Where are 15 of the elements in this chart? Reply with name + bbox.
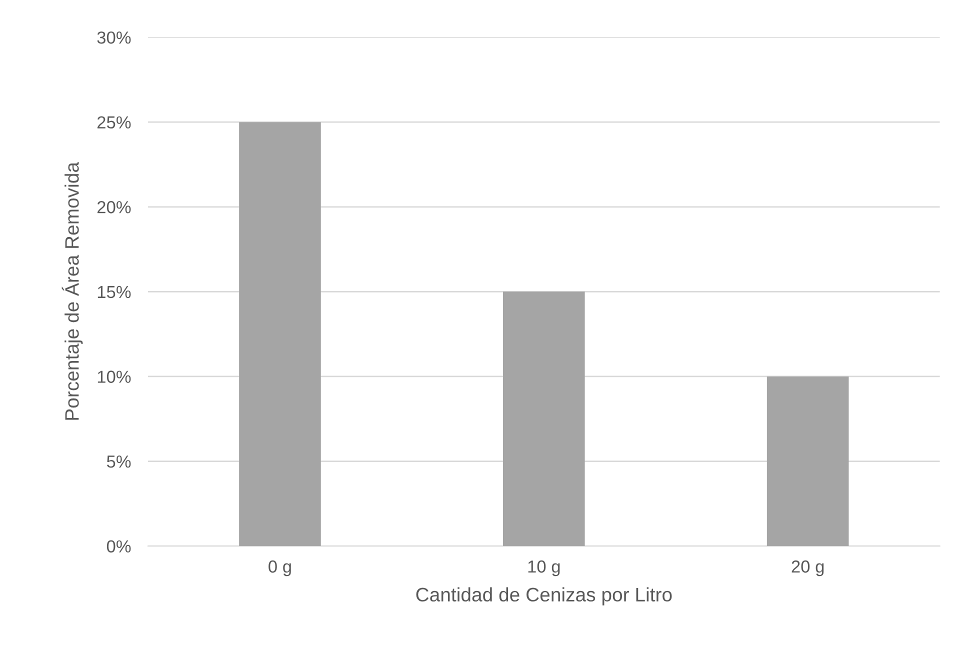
x-tick-label: 10 g (528, 560, 560, 576)
x-axis-title: Cantidad de Cenizas por Litro (416, 587, 672, 606)
y-tick-label: 25% (97, 116, 131, 129)
y-tick-label: 20% (97, 201, 131, 214)
bar (239, 122, 321, 546)
bar (766, 376, 849, 546)
bar (502, 292, 585, 546)
y-axis-title: Porcentaje de Área Removida (62, 162, 83, 420)
y-tick-label: 15% (98, 286, 131, 298)
y-tick-label: 30% (97, 31, 131, 44)
y-tick-label: 5% (106, 456, 131, 468)
y-tick-label: 0% (106, 540, 131, 553)
x-tick-label: 0 g (268, 560, 291, 576)
y-tick-label: 10% (98, 370, 131, 383)
x-tick-label: 20 g (792, 560, 824, 576)
